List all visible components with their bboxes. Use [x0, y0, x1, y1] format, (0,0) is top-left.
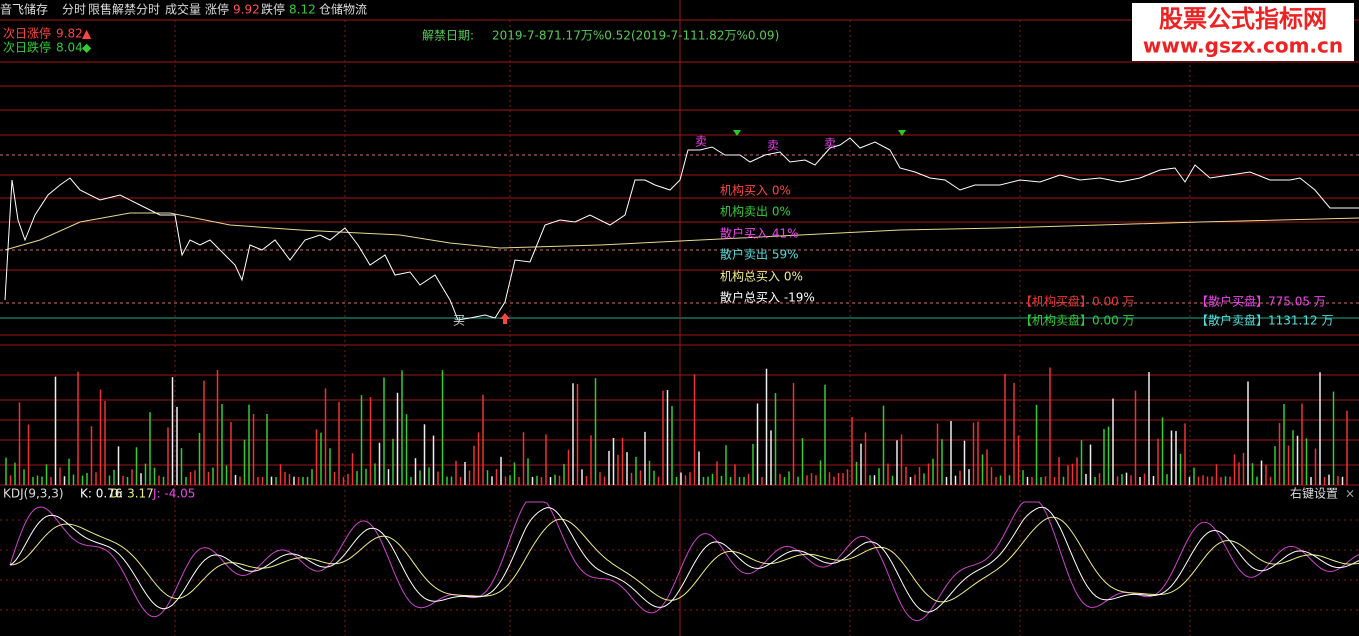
stat: 散户买入 41% [720, 226, 799, 241]
avg-price-line [4, 212, 1359, 251]
buy-marker: 买 [453, 314, 465, 328]
kdj-j: J: -4.05 [152, 487, 195, 501]
label: 涨停 [205, 2, 229, 17]
order: 【散户卖盘】1131.12 万 [1196, 313, 1333, 328]
order: 【机构卖盘】0.00 万 [1020, 313, 1135, 328]
price-line [4, 137, 1359, 321]
volume-bars [5, 367, 1348, 485]
kdj-k: K: 0.76 [80, 487, 122, 501]
unlock-label: 解禁日期: [422, 29, 474, 43]
tab[interactable]: 分时 [62, 3, 86, 17]
label: 跌停 [261, 2, 285, 17]
kdj-lines [9, 501, 1359, 622]
sector: 仓储物流 [319, 2, 367, 17]
stock-name: 音飞储存 [0, 2, 48, 17]
order: 【散户买盘】775.05 万 [1196, 294, 1326, 309]
watermark-bg [1132, 3, 1354, 61]
kdj-d-line [9, 516, 1359, 603]
kdj-name: KDJ(9,3,3) [3, 487, 64, 501]
label: 次日涨停 [3, 26, 51, 41]
sell-marker: 卖 [767, 139, 779, 153]
kdj-d: D: 3.17 [110, 487, 154, 501]
tab[interactable]: 限售解禁分时 [88, 2, 160, 17]
up-arrow [500, 313, 510, 324]
stat: 散户总买入 -19% [720, 290, 815, 305]
watermark-title: 股票公式指标网 [1159, 5, 1327, 33]
stat: 散户卖出 59% [720, 247, 799, 262]
icon: ▲ [82, 27, 92, 41]
value: 9.92 [233, 3, 260, 17]
close[interactable]: × [1345, 487, 1355, 501]
kdj-k-line [9, 506, 1359, 613]
stat: 机构卖出 0% [720, 204, 791, 219]
stat: 机构买入 0% [720, 183, 791, 198]
unlock-text: 2019-7-871.17万%0.52(2019-7-111.82万%0.09) [492, 29, 779, 43]
icon: ◆ [82, 41, 92, 55]
settings[interactable]: 右键设置 [1290, 486, 1338, 501]
value: 8.04 [56, 41, 83, 55]
sell-marker: 卖 [824, 137, 836, 151]
stat: 机构总买入 0% [720, 269, 803, 284]
watermark-url: www.gszx.com.cn [1143, 34, 1343, 58]
label: 次日跌停 [3, 40, 51, 55]
value: 8.12 [289, 3, 316, 17]
value: 9.82 [56, 27, 83, 41]
tab[interactable]: 成交量 [165, 2, 201, 17]
order: 【机构买盘】0.00 万 [1020, 294, 1135, 309]
sell-marker: 卖 [695, 135, 707, 149]
